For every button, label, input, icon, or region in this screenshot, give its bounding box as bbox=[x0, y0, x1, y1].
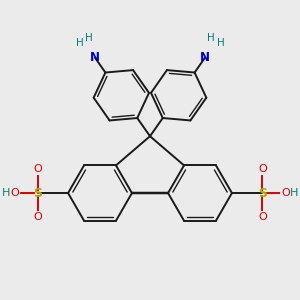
Text: H: H bbox=[2, 188, 10, 198]
Text: O: O bbox=[281, 188, 290, 198]
Text: H: H bbox=[290, 188, 298, 198]
Text: S: S bbox=[33, 187, 42, 200]
Text: H: H bbox=[217, 38, 224, 48]
Text: H: H bbox=[207, 33, 214, 43]
Text: O: O bbox=[258, 212, 267, 222]
Text: H: H bbox=[85, 33, 93, 43]
Text: O: O bbox=[10, 188, 19, 198]
Text: O: O bbox=[33, 212, 42, 222]
Text: N: N bbox=[90, 51, 100, 64]
Text: O: O bbox=[258, 164, 267, 174]
Text: O: O bbox=[33, 164, 42, 174]
Text: H: H bbox=[76, 38, 83, 48]
Text: N: N bbox=[200, 51, 210, 64]
Text: S: S bbox=[258, 187, 267, 200]
